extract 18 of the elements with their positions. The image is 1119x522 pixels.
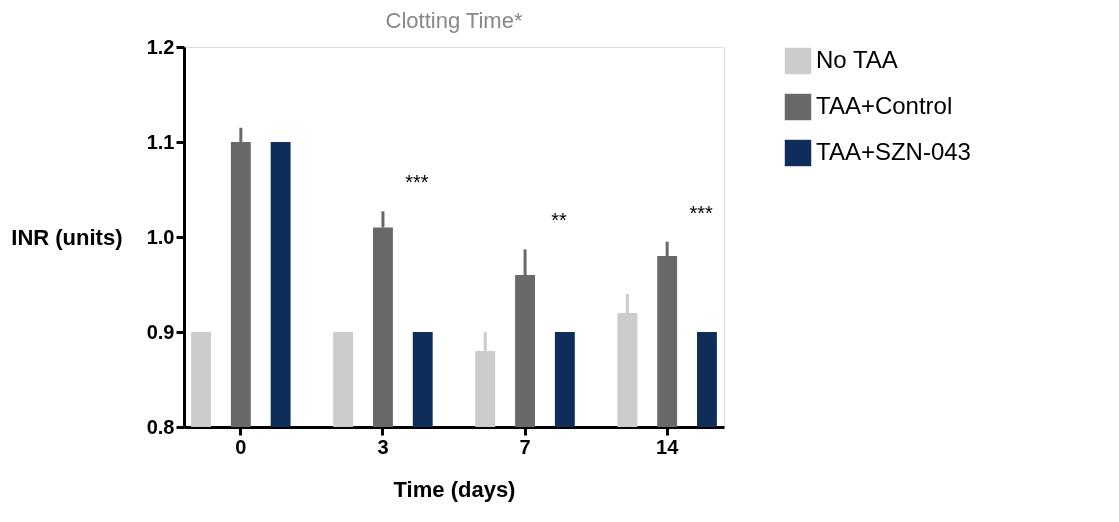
legend-label: TAA+SZN-043 bbox=[816, 138, 971, 165]
x-tick-label: 7 bbox=[519, 435, 531, 458]
chart-title: Clotting Time* bbox=[385, 8, 523, 33]
x-axis-title: Time (days) bbox=[393, 476, 516, 502]
y-axis-title: INR (units) bbox=[11, 224, 123, 250]
annotation: *** bbox=[405, 171, 429, 194]
annotation: ** bbox=[551, 209, 568, 232]
y-tick-label: 1.2 bbox=[146, 35, 175, 58]
legend-label: No TAA bbox=[816, 46, 898, 73]
y-tick-label: 1.1 bbox=[146, 130, 175, 153]
legend-label: TAA+Control bbox=[816, 92, 953, 119]
x-tick-label: 3 bbox=[377, 435, 389, 458]
y-tick-label: 0.9 bbox=[146, 320, 175, 343]
y-tick-label: 0.8 bbox=[146, 415, 175, 438]
y-tick-label: 1.0 bbox=[146, 225, 175, 248]
x-tick-label: 0 bbox=[235, 435, 247, 458]
annotation: *** bbox=[689, 201, 714, 224]
x-tick-label: 14 bbox=[656, 435, 680, 458]
